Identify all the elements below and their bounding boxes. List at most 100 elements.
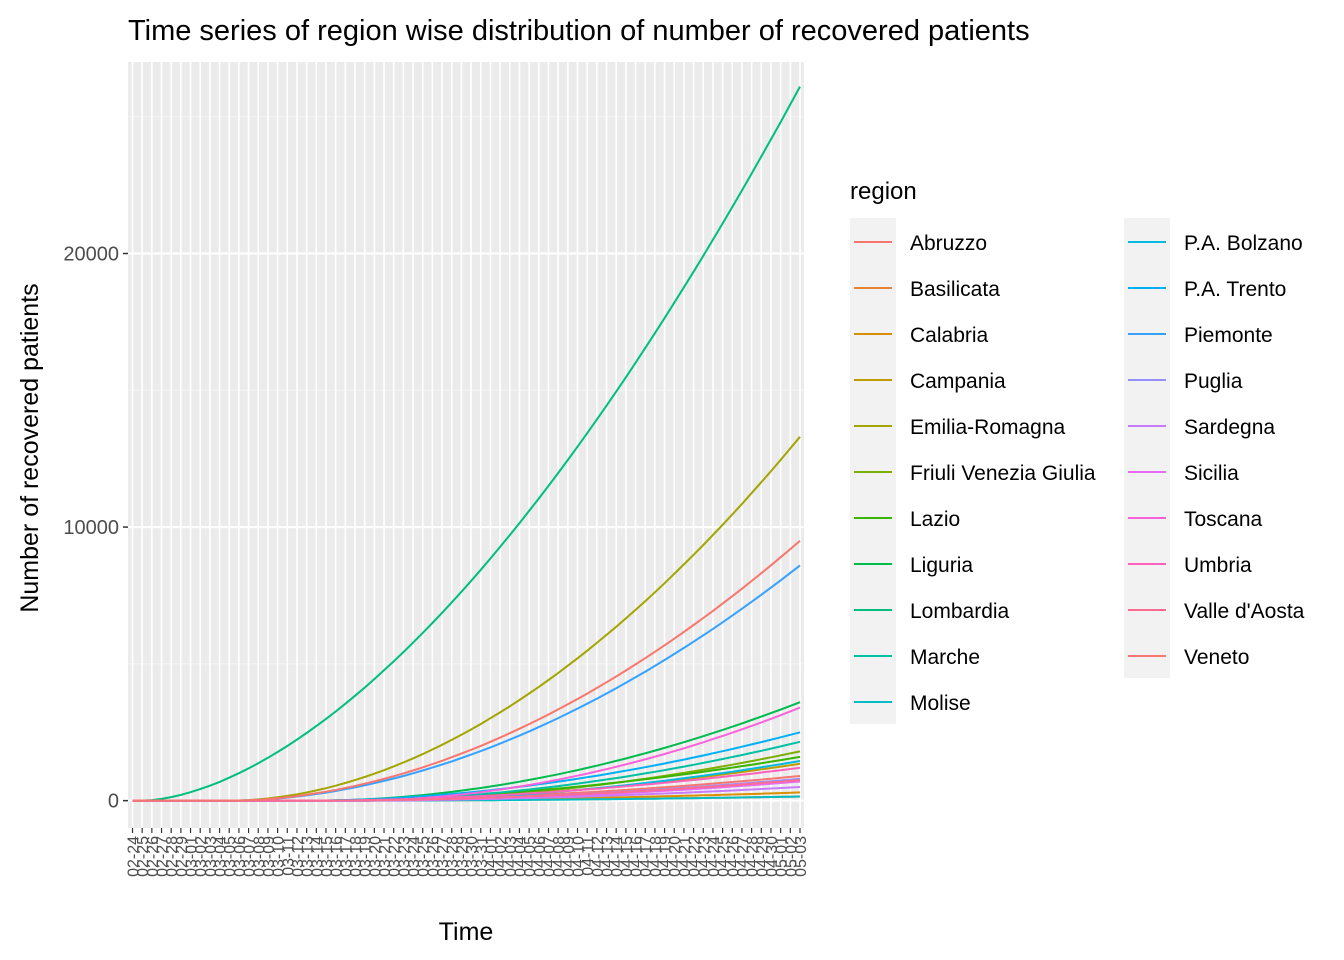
x-tick-label: 04-20 — [667, 836, 684, 877]
x-tick-label: 04-22 — [687, 836, 704, 877]
series-lines — [132, 86, 801, 802]
legend-label: Calabria — [910, 324, 989, 347]
x-tick-label: 03-06 — [232, 836, 249, 877]
x-tick-label: 03-12 — [290, 836, 307, 877]
x-tick-label: 03-18 — [348, 836, 365, 877]
x-tick-label: 04-08 — [551, 836, 568, 877]
x-tick-label: 04-28 — [745, 836, 762, 877]
x-axis: 02-2402-2502-2602-2702-2802-2903-0103-02… — [126, 828, 810, 877]
x-tick-label: 03-23 — [396, 836, 413, 877]
x-tick-label: 04-01 — [483, 836, 500, 877]
x-tick-label: 04-09 — [561, 836, 578, 877]
x-tick-label: 03-25 — [416, 836, 433, 877]
x-tick-label: 03-02 — [193, 836, 210, 877]
legend-label: Puglia — [1184, 370, 1243, 393]
grid-major — [128, 62, 804, 828]
x-tick-label: 03-01 — [184, 836, 201, 877]
x-tick-label: 03-05 — [222, 836, 239, 877]
x-tick-label: 03-19 — [358, 836, 375, 877]
x-tick-label: 04-19 — [658, 836, 675, 877]
x-tick-label: 04-17 — [638, 836, 655, 877]
grid-minor — [128, 116, 804, 665]
x-tick-label: 03-28 — [445, 836, 462, 877]
x-tick-label: 04-03 — [503, 836, 520, 877]
x-tick-label: 03-26 — [425, 836, 442, 877]
y-tick-label: 0 — [108, 791, 119, 813]
x-tick-label: 03-08 — [251, 836, 268, 877]
x-tick-label: 03-29 — [454, 836, 471, 877]
legend-label: Lazio — [910, 508, 960, 531]
legend-label: P.A. Trento — [1184, 278, 1286, 301]
x-tick-label: 03-03 — [203, 836, 220, 877]
x-tick-label: 04-16 — [629, 836, 646, 877]
x-tick-label: 03-20 — [367, 836, 384, 877]
x-tick-label: 03-21 — [377, 836, 394, 877]
x-tick-label: 03-13 — [300, 836, 317, 877]
x-tick-label: 03-07 — [242, 836, 259, 877]
plot-panel — [128, 62, 804, 828]
x-tick-label: 04-23 — [696, 836, 713, 877]
x-tick-label: 04-07 — [541, 836, 558, 877]
legend-label: Sicilia — [1184, 462, 1239, 485]
legend-label: Marche — [910, 646, 980, 669]
x-tick-label: 04-05 — [522, 836, 539, 877]
x-tick-label: 04-06 — [532, 836, 549, 877]
x-tick-label: 04-30 — [764, 836, 781, 877]
x-tick-label: 03-24 — [406, 836, 423, 877]
y-tick-label: 20000 — [63, 244, 119, 266]
legend-label: Umbria — [1184, 554, 1252, 577]
x-tick-label: 03-17 — [338, 836, 355, 877]
x-axis-title: Time — [439, 918, 494, 946]
x-tick-label: 02-25 — [135, 836, 152, 877]
x-tick-label: 03-30 — [464, 836, 481, 877]
legend-label: Friuli Venezia Giulia — [910, 462, 1096, 485]
legend-label: Basilicata — [910, 278, 1000, 301]
x-tick-label: 04-11 — [580, 836, 597, 876]
legend-label: Molise — [910, 692, 971, 715]
x-tick-label: 03-31 — [474, 836, 491, 877]
x-tick-label: 03-10 — [271, 836, 288, 877]
x-tick-label: 02-26 — [145, 836, 162, 877]
x-tick-label: 04-12 — [590, 836, 607, 877]
x-tick-label: 02-29 — [174, 836, 191, 877]
x-tick-label: 04-14 — [609, 836, 626, 877]
legend-label: Abruzzo — [910, 232, 987, 255]
series-line-veneto — [132, 540, 801, 802]
x-tick-label: 02-28 — [164, 836, 181, 877]
legend-label: Valle d'Aosta — [1184, 600, 1305, 623]
y-tick-label: 10000 — [63, 517, 119, 539]
x-tick-label: 04-04 — [512, 836, 529, 877]
x-tick-label: 02-24 — [126, 836, 143, 877]
x-tick-label: 04-02 — [493, 836, 510, 877]
x-tick-label: 03-14 — [309, 836, 326, 877]
legend-title: region — [850, 178, 917, 205]
x-tick-label: 03-22 — [387, 836, 404, 877]
legend-key-bg — [1124, 218, 1170, 678]
x-tick-label: 02-27 — [155, 836, 172, 877]
x-tick-label: 05-01 — [774, 836, 791, 877]
x-tick-label: 04-25 — [716, 836, 733, 877]
legend-label: Liguria — [910, 554, 973, 577]
x-tick-label: 03-27 — [435, 836, 452, 877]
x-tick-label: 03-09 — [261, 836, 278, 877]
legend: region Abruzzo Basilicata Calabria Campania… — [850, 178, 1305, 724]
legend-label: Campania — [910, 370, 1006, 393]
x-tick-label: 04-13 — [600, 836, 617, 877]
series-line-lombardia — [132, 86, 801, 802]
x-tick-label: 04-18 — [648, 836, 665, 877]
legend-label: Toscana — [1184, 508, 1263, 531]
x-tick-label: 03-04 — [213, 836, 230, 877]
x-tick-label: 03-15 — [319, 836, 336, 877]
chart-title: Time series of region wise distribution … — [128, 15, 1030, 47]
y-axis: 0 10000 20000 — [63, 244, 128, 813]
x-tick-label: 05-03 — [793, 836, 810, 877]
legend-label: Sardegna — [1184, 416, 1275, 439]
x-tick-label: 04-26 — [725, 836, 742, 877]
x-tick-label: 04-15 — [619, 836, 636, 877]
legend-label: Veneto — [1184, 646, 1249, 669]
x-tick-label: 04-29 — [754, 836, 771, 877]
x-tick-label: 04-21 — [677, 836, 694, 877]
y-axis-title: Number of recovered patients — [16, 283, 44, 612]
legend-label: Piemonte — [1184, 324, 1273, 347]
